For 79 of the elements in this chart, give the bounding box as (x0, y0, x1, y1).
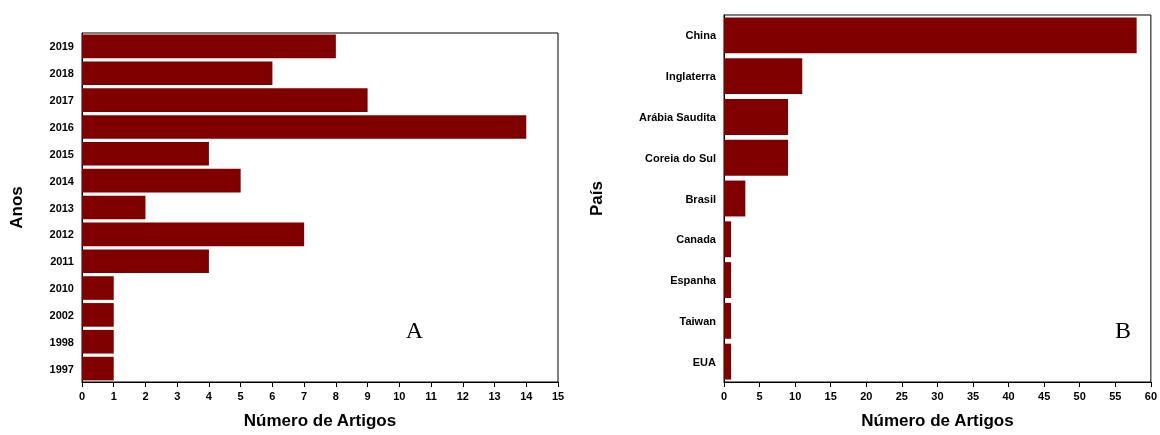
x-tick-label: 15 (824, 389, 837, 402)
bar (82, 34, 336, 59)
x-tick-label: 10 (393, 389, 406, 402)
y-tick-label: Coreia do Sul (645, 151, 716, 164)
x-tick-label: 7 (301, 389, 308, 402)
x-tick-label: 3 (174, 389, 181, 402)
annotation: B (1114, 317, 1132, 343)
x-tick-label: 4 (205, 389, 213, 402)
x-tick-label: 8 (332, 389, 339, 402)
bar (724, 221, 732, 258)
bar (724, 17, 1137, 54)
y-tick-label: 2010 (49, 282, 74, 295)
y-tick-label: Arábia Saudita (638, 110, 717, 123)
bar (82, 222, 305, 247)
x-tick-label: 2 (142, 389, 149, 402)
y-tick-label: 1998 (49, 335, 74, 348)
bar (724, 302, 732, 339)
y-tick-label: 2017 (49, 94, 74, 107)
x-tick-label: 12 (456, 389, 469, 402)
x-tick-label: 20 (860, 389, 873, 402)
x-tick-label: 0 (720, 389, 728, 402)
x-tick-label: 50 (1073, 389, 1086, 402)
y-tick-label: Taiwan (679, 314, 717, 327)
bar (82, 195, 146, 220)
x-tick-label: 14 (520, 389, 534, 402)
x-tick-label: 0 (78, 389, 86, 402)
bar (82, 88, 368, 112)
x-tick-label: 5 (756, 389, 763, 402)
bar (724, 343, 732, 380)
x-tick-label: 11 (425, 389, 437, 402)
x-tick-label: 35 (966, 389, 980, 402)
x-tick-label: 55 (1109, 389, 1122, 402)
x-tick-label: 1 (110, 389, 117, 402)
bar (82, 329, 114, 354)
x-tick-label: 30 (931, 389, 944, 402)
bar (82, 168, 241, 193)
y-tick-label: 2014 (49, 174, 75, 187)
x-tick-label: 10 (789, 389, 802, 402)
y-tick-label: Espanha (670, 274, 717, 287)
x-tick-label: 6 (269, 389, 276, 402)
y-tick-label: 2002 (49, 308, 74, 321)
bar (724, 262, 732, 298)
bar (724, 139, 789, 176)
x-tick-label: 5 (237, 389, 244, 402)
bar (82, 356, 114, 381)
x-axis-title: Número de Artigos (861, 411, 1014, 430)
bar (82, 276, 114, 300)
x-tick-label: 13 (488, 389, 501, 402)
y-tick-label: Brasil (685, 192, 716, 205)
y-tick-label: China (685, 29, 717, 42)
bar (82, 303, 114, 327)
bar (82, 61, 273, 86)
y-axis-title: País (587, 181, 606, 216)
x-tick-label: 40 (1002, 389, 1015, 402)
y-tick-label: Inglaterra (665, 70, 717, 83)
y-tick-label: 2016 (49, 120, 74, 133)
bar (82, 115, 527, 139)
annotation: A (405, 317, 424, 343)
y-tick-label: 1997 (49, 362, 74, 375)
x-axis-title: Número de Artigos (243, 411, 397, 430)
x-tick-label: 9 (364, 389, 371, 402)
y-tick-label: 2019 (49, 40, 74, 53)
y-axis-title: Anos (7, 186, 26, 229)
x-tick-label: 15 (551, 389, 565, 402)
y-tick-label: 2013 (49, 201, 74, 214)
bar (724, 58, 803, 95)
y-tick-label: 2015 (49, 147, 74, 160)
bar (82, 142, 209, 166)
x-tick-label: 45 (1038, 389, 1051, 402)
bar (724, 99, 789, 135)
y-tick-label: Canada (676, 233, 717, 246)
y-tick-label: 2018 (49, 67, 74, 80)
x-tick-label: 25 (895, 389, 908, 402)
y-tick-label: 2012 (49, 228, 74, 241)
bar (724, 180, 746, 217)
y-tick-label: EUA (692, 355, 717, 368)
bar (82, 249, 209, 273)
x-tick-label: 60 (1144, 389, 1158, 402)
y-tick-label: 2011 (50, 255, 74, 268)
